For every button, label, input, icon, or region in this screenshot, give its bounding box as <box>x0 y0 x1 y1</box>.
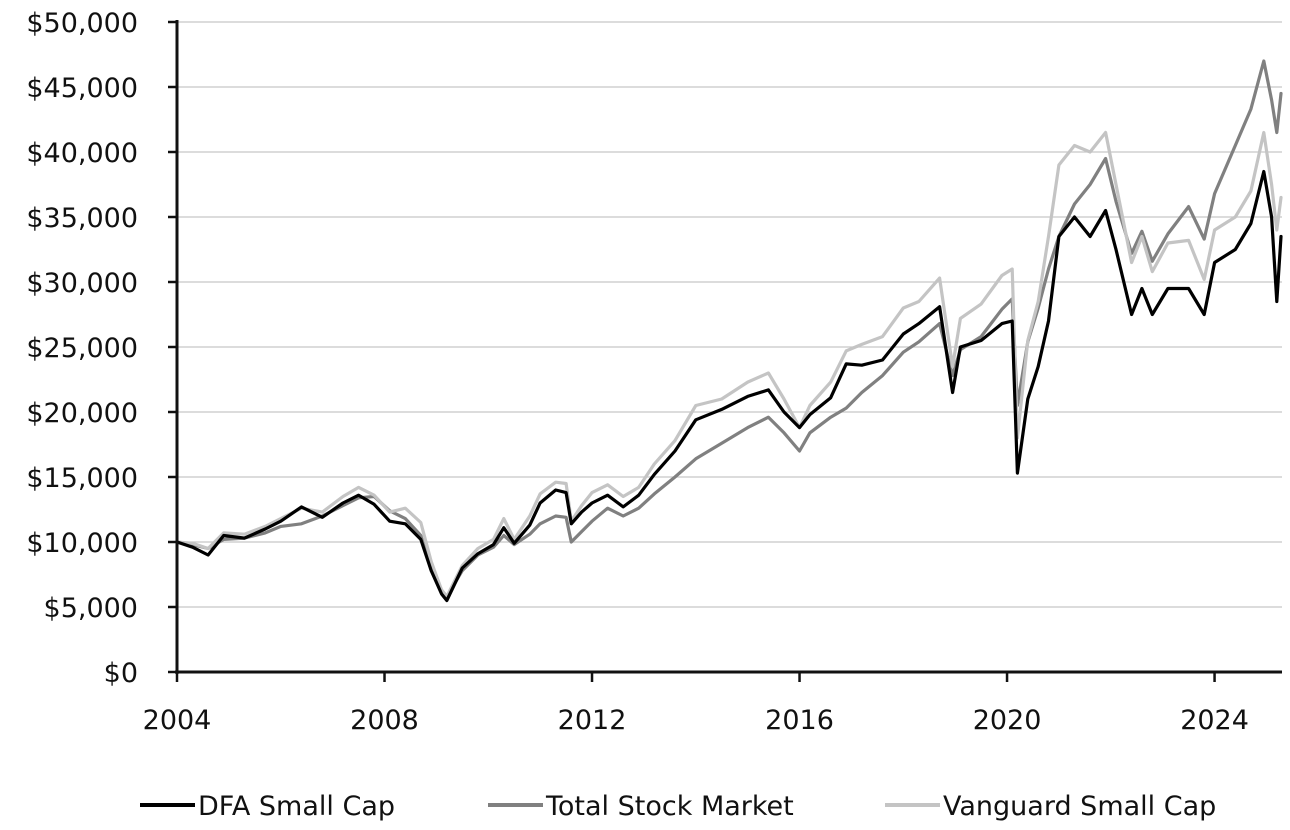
legend-label: DFA Small Cap <box>198 791 395 822</box>
y-axis-tick-labels: $0 $5,000 $10,000 $15,000 $20,000 $25,000 $30,… <box>26 8 138 689</box>
y-tick-label: $25,000 <box>26 333 138 364</box>
x-axis-tick-labels: 2004 2008 2012 2016 2020 2024 <box>143 705 1249 736</box>
x-tick-label: 2004 <box>143 705 212 736</box>
series-line-vanguard-small-cap <box>175 130 1283 599</box>
legend-entry: Vanguard Small Cap <box>885 791 1216 822</box>
series-line-total-stock-market <box>175 59 1283 599</box>
legend-label: Total Stock Market <box>545 791 794 822</box>
series-lines <box>175 59 1283 603</box>
x-tick-label: 2020 <box>973 705 1042 736</box>
x-tick-label: 2008 <box>350 705 419 736</box>
y-tick-label: $0 <box>104 658 138 689</box>
y-tick-label: $35,000 <box>26 203 138 234</box>
legend-label: Vanguard Small Cap <box>943 791 1216 822</box>
y-tick-label: $10,000 <box>26 528 138 559</box>
y-tick-label: $20,000 <box>26 398 138 429</box>
y-tick-label: $30,000 <box>26 268 138 299</box>
gridlines <box>177 21 1282 608</box>
x-tick-label: 2024 <box>1180 705 1249 736</box>
x-tick-label: 2016 <box>765 705 834 736</box>
y-tick-label: $40,000 <box>26 138 138 169</box>
legend: DFA Small Cap Total Stock Market Vanguard … <box>140 791 1216 822</box>
y-tick-label: $45,000 <box>26 73 138 104</box>
y-tick-label: $50,000 <box>26 8 138 39</box>
legend-entry: DFA Small Cap <box>140 791 395 822</box>
y-tick-label: $5,000 <box>44 593 138 624</box>
axes <box>168 20 1282 682</box>
y-tick-label: $15,000 <box>26 463 138 494</box>
x-tick-label: 2012 <box>558 705 627 736</box>
series-line-dfa-small-cap <box>175 169 1283 603</box>
legend-entry: Total Stock Market <box>488 791 794 822</box>
